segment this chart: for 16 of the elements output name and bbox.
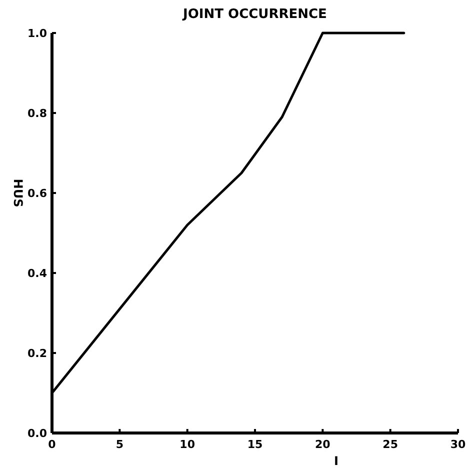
y-tick-label: 0.4 bbox=[28, 266, 48, 280]
x-tick-label: 0 bbox=[48, 438, 56, 451]
y-tick-label: 1.0 bbox=[28, 26, 48, 40]
x-tick-label: 5 bbox=[116, 438, 124, 451]
x-tick-label: 25 bbox=[382, 438, 398, 451]
x-tick-label: 30 bbox=[450, 438, 466, 451]
x-axis-title: I bbox=[334, 454, 338, 468]
chart-title: JOINT OCCURRENCE bbox=[182, 7, 327, 22]
y-tick-label: 0.0 bbox=[28, 426, 48, 440]
x-tick-label: 10 bbox=[180, 438, 196, 451]
x-tick-label: 20 bbox=[315, 438, 331, 451]
y-tick-label: 0.8 bbox=[28, 106, 47, 120]
y-axis-title: HUS bbox=[11, 178, 25, 208]
x-tick-label: 15 bbox=[247, 438, 263, 451]
y-tick-label: 0.2 bbox=[28, 346, 47, 360]
y-tick-label: 0.6 bbox=[28, 186, 48, 200]
